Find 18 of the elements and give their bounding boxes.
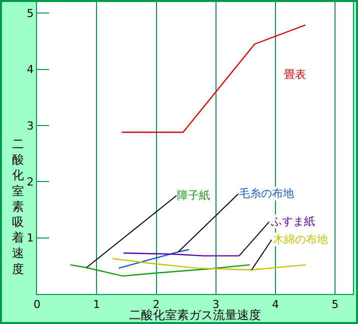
line-series bbox=[70, 264, 250, 277]
y-tick-label: 1 bbox=[26, 232, 34, 245]
series-label: 木綿の布地 bbox=[273, 233, 328, 246]
x-tick-label: 1 bbox=[93, 298, 100, 312]
y-tick-label: 5 bbox=[26, 7, 34, 20]
text: 毛糸の布地 bbox=[239, 187, 294, 200]
y-tick-label: 2 bbox=[26, 176, 34, 189]
text: ふすま紙 bbox=[270, 215, 315, 228]
text: 障子紙 bbox=[177, 189, 210, 202]
y-tick-label: 4 bbox=[26, 63, 34, 76]
x-tick-label: 4 bbox=[272, 298, 279, 312]
x-axis-title: 二酸化室素ガス流量速度 bbox=[129, 308, 261, 322]
text: 畳表 bbox=[284, 68, 306, 81]
text: 二酸化室素吸着速度 bbox=[12, 137, 24, 276]
x-tick-label: 0 bbox=[34, 298, 40, 312]
y-tick-label: 3 bbox=[26, 119, 34, 132]
line-series bbox=[112, 258, 306, 270]
x-tick-label: 5 bbox=[332, 298, 339, 312]
